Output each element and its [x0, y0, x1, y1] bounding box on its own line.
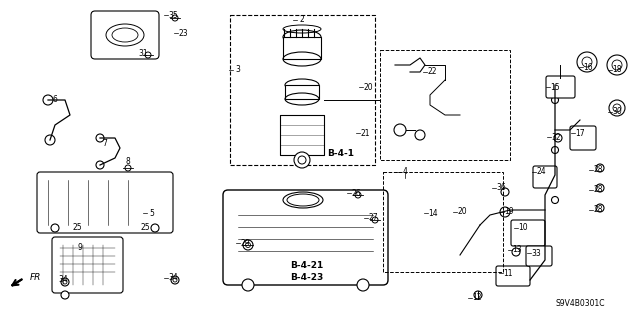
Text: 25: 25	[72, 224, 82, 233]
Text: 34: 34	[168, 273, 178, 283]
Text: 35: 35	[168, 11, 178, 19]
Circle shape	[96, 161, 104, 169]
Text: 8: 8	[125, 158, 131, 167]
Circle shape	[172, 15, 178, 21]
Circle shape	[552, 97, 559, 103]
FancyBboxPatch shape	[533, 166, 557, 188]
Bar	[383, 172, 503, 272]
Text: 11: 11	[503, 269, 513, 278]
Text: 29: 29	[240, 239, 250, 248]
Text: 25: 25	[140, 224, 150, 233]
Text: 33: 33	[531, 249, 541, 257]
Circle shape	[51, 224, 59, 232]
Text: 34: 34	[58, 276, 68, 285]
Text: 26: 26	[351, 189, 361, 197]
Circle shape	[596, 184, 604, 192]
Circle shape	[96, 134, 104, 142]
Text: 27: 27	[368, 213, 378, 222]
Circle shape	[243, 240, 253, 250]
Circle shape	[500, 207, 510, 217]
Bar	[283, 37, 321, 59]
Circle shape	[609, 100, 625, 116]
Text: 30: 30	[612, 108, 622, 116]
Text: FR: FR	[30, 272, 42, 281]
FancyBboxPatch shape	[91, 11, 159, 59]
Circle shape	[125, 165, 131, 171]
Text: 21: 21	[360, 129, 370, 137]
FancyBboxPatch shape	[52, 237, 123, 293]
Text: 24: 24	[536, 167, 546, 176]
Text: 12: 12	[472, 293, 482, 302]
FancyBboxPatch shape	[223, 190, 388, 285]
Circle shape	[151, 224, 159, 232]
Circle shape	[61, 291, 69, 299]
FancyBboxPatch shape	[570, 126, 596, 150]
Text: 18: 18	[612, 65, 621, 75]
Circle shape	[552, 197, 559, 204]
Circle shape	[607, 55, 627, 75]
Bar	[280, 115, 324, 155]
Circle shape	[596, 204, 604, 212]
Bar	[285, 85, 319, 99]
Circle shape	[43, 95, 53, 105]
Text: 23: 23	[178, 28, 188, 38]
FancyBboxPatch shape	[511, 220, 545, 246]
Text: 4: 4	[403, 167, 408, 176]
Circle shape	[294, 152, 310, 168]
Text: 32: 32	[551, 132, 561, 142]
Text: B-4-21: B-4-21	[290, 261, 323, 270]
Text: 28: 28	[593, 205, 603, 214]
Circle shape	[552, 146, 559, 153]
FancyBboxPatch shape	[526, 246, 552, 266]
Circle shape	[512, 248, 520, 256]
Bar	[380, 50, 510, 160]
Text: 5: 5	[150, 209, 154, 218]
Text: 17: 17	[575, 129, 585, 137]
Circle shape	[577, 52, 597, 72]
Circle shape	[415, 130, 425, 140]
Text: 16: 16	[583, 63, 593, 71]
Circle shape	[554, 134, 562, 142]
FancyBboxPatch shape	[546, 76, 575, 98]
Text: 2: 2	[300, 16, 305, 25]
Circle shape	[145, 52, 151, 58]
Circle shape	[355, 192, 361, 198]
Text: 14: 14	[428, 209, 438, 218]
FancyBboxPatch shape	[37, 172, 173, 233]
Text: B-4-1: B-4-1	[327, 150, 354, 159]
Text: 15: 15	[550, 83, 560, 92]
Circle shape	[61, 278, 69, 286]
Text: 10: 10	[518, 224, 528, 233]
Text: 7: 7	[102, 138, 108, 147]
Circle shape	[394, 124, 406, 136]
Circle shape	[372, 217, 378, 223]
Text: 28: 28	[593, 186, 603, 195]
Text: 20: 20	[457, 207, 467, 217]
Text: 28: 28	[593, 166, 603, 174]
Text: 6: 6	[52, 95, 58, 105]
Text: 31: 31	[138, 48, 148, 57]
Text: 19: 19	[504, 207, 514, 217]
FancyBboxPatch shape	[496, 266, 530, 286]
Text: 36: 36	[496, 183, 506, 192]
Circle shape	[596, 164, 604, 172]
Circle shape	[245, 242, 251, 248]
Text: 13: 13	[512, 246, 522, 255]
Circle shape	[45, 135, 55, 145]
Bar	[230, 15, 375, 165]
Text: 20: 20	[363, 83, 373, 92]
Circle shape	[501, 188, 509, 196]
Text: 22: 22	[428, 68, 436, 77]
Circle shape	[242, 279, 254, 291]
Text: B-4-23: B-4-23	[290, 272, 323, 281]
FancyArrowPatch shape	[12, 279, 22, 285]
Circle shape	[357, 279, 369, 291]
Ellipse shape	[283, 192, 323, 208]
Circle shape	[171, 276, 179, 284]
Circle shape	[474, 291, 482, 299]
Text: 9: 9	[77, 242, 83, 251]
Text: S9V4B0301C: S9V4B0301C	[556, 299, 605, 308]
Text: 3: 3	[236, 65, 241, 75]
